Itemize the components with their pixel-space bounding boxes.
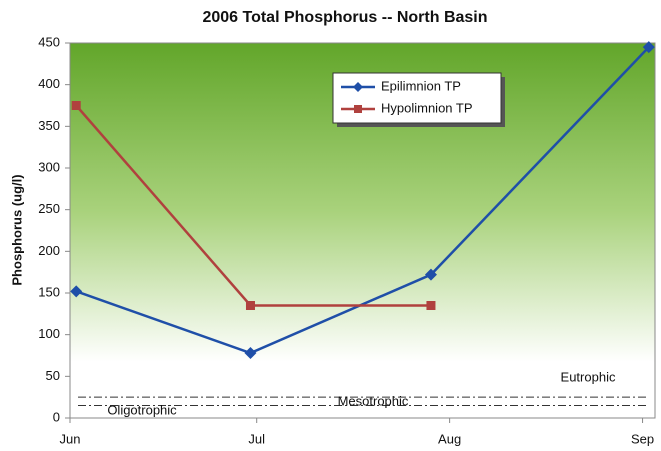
- legend: [332, 72, 502, 124]
- legend-marker: [353, 82, 363, 92]
- annotation: Oligotrophic: [107, 402, 177, 417]
- y-tick-label: 0: [53, 409, 60, 424]
- y-tick-label: 250: [38, 201, 60, 216]
- y-tick-label: 300: [38, 159, 60, 174]
- marker: [426, 301, 436, 310]
- marker: [70, 285, 83, 298]
- legend-label: Hypolimnion TP: [381, 100, 473, 115]
- legend-label: Epilimnion TP: [381, 78, 461, 93]
- annotation: Eutrophic: [561, 369, 616, 384]
- marker: [244, 347, 257, 359]
- y-tick-label: 350: [38, 118, 60, 133]
- y-axis-label: Phosphorus (ug/l): [9, 174, 24, 285]
- y-tick-label: 150: [38, 284, 60, 299]
- y-tick-label: 100: [38, 326, 60, 341]
- y-tick-label: 400: [38, 76, 60, 91]
- marker: [71, 101, 81, 110]
- chart-title: 2006 Total Phosphorus -- North Basin: [202, 9, 487, 26]
- annotation: Mesotrophic: [338, 393, 409, 408]
- x-tick-label: Aug: [438, 431, 461, 446]
- x-tick-label: Jul: [248, 431, 265, 446]
- legend-marker: [354, 105, 362, 113]
- x-tick-label: Sep: [631, 431, 654, 446]
- y-tick-label: 200: [38, 243, 60, 258]
- marker: [642, 41, 655, 54]
- y-tick-label: 50: [46, 368, 60, 383]
- series-line: [75, 46, 650, 355]
- marker: [424, 268, 437, 281]
- marker: [245, 301, 255, 310]
- y-tick-label: 450: [38, 34, 60, 49]
- x-tick-label: Jun: [60, 431, 81, 446]
